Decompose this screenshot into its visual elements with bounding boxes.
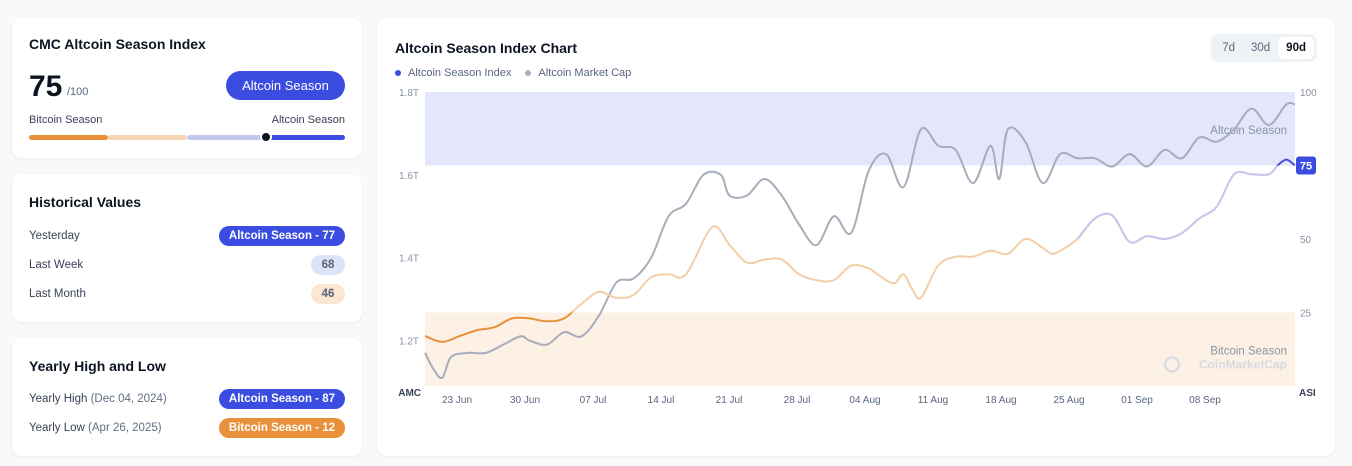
right-axis-title: ASI	[1299, 388, 1316, 399]
x-axis-tick-label: 01 Sep	[1121, 395, 1153, 406]
yearly-row-label: Yearly Low (Apr 26, 2025)	[29, 422, 162, 434]
season-meter	[29, 135, 345, 141]
index-score-max: /100	[67, 86, 89, 98]
left-axis-title: AMC	[398, 388, 421, 399]
yearly-row-high: Yearly High (Dec 04, 2024) Altcoin Seaso…	[29, 388, 345, 410]
right-axis-tick-label: 100	[1300, 88, 1317, 99]
yearly-row-low: Yearly Low (Apr 26, 2025) Bitcoin Season…	[29, 417, 345, 439]
altcoin-season-index-card: CMC Altcoin Season Index 75 /100 Altcoin…	[12, 18, 362, 158]
legend-label: Altcoin Market Cap	[538, 67, 632, 79]
legend-dot-index	[395, 70, 401, 76]
altcoin-season-band	[425, 92, 1295, 166]
coinmarketcap-watermark: CoinMarketCap	[1199, 358, 1287, 372]
current-value-badge	[1296, 156, 1316, 175]
yearly-low-label: Yearly Low	[29, 422, 85, 434]
x-axis-tick-label: 04 Aug	[849, 395, 880, 406]
historical-value-badge: 68	[311, 255, 345, 275]
altcoin-season-chart: Altcoin Season Bitcoin SeasonCoinMarketCa…	[398, 88, 1317, 406]
yearly-high-badge: Altcoin Season - 87	[218, 389, 345, 409]
historical-row-label: Last Month	[29, 288, 86, 300]
legend-label: Altcoin Season Index	[408, 67, 512, 79]
tab-30d[interactable]: 30d	[1250, 42, 1271, 54]
yearly-high-label: Yearly High	[29, 393, 88, 405]
x-axis-tick-label: 21 Jul	[716, 395, 743, 406]
yearly-high-low-card: Yearly High and Low Yearly High (Dec 04,…	[12, 338, 362, 456]
legend-dot-market-cap	[525, 70, 532, 76]
legend-item-index[interactable]: Altcoin Season Index	[395, 67, 511, 79]
season-status-button[interactable]: Altcoin Season	[226, 71, 345, 100]
right-axis-tick-label: 50	[1300, 235, 1312, 246]
bitcoin-season-band-label: Bitcoin Season	[1210, 346, 1287, 358]
meter-segment-bitcoin	[29, 135, 108, 140]
historical-row-last-week: Last Week 68	[29, 254, 345, 276]
series-line-altcoin-market-cap	[424, 101, 1296, 380]
series-line-altcoin-season-index-mid-rising	[1076, 165, 1295, 244]
left-axis-tick-label: 1.2T	[399, 336, 419, 347]
tab-7d[interactable]: 7d	[1222, 42, 1235, 54]
left-axis-tick-label: 1.8T	[399, 88, 419, 99]
historical-value-badge: Altcoin Season - 77	[218, 226, 345, 246]
x-axis-tick-label: 28 Jul	[784, 395, 811, 406]
left-axis-tick-label: 1.4T	[399, 254, 419, 265]
historical-values-card: Historical Values Yesterday Altcoin Seas…	[12, 174, 362, 322]
meter-indicator	[260, 131, 272, 143]
historical-row-last-month: Last Month 46	[29, 283, 345, 305]
x-axis-tick-label: 07 Jul	[580, 395, 607, 406]
chart-title: Altcoin Season Index Chart	[395, 40, 578, 56]
coinmarketcap-logo-icon	[1164, 356, 1180, 373]
bitcoin-season-label: Bitcoin Season	[29, 114, 103, 126]
x-axis-tick-label: 08 Sep	[1189, 395, 1221, 406]
x-axis-tick-label: 14 Jul	[648, 395, 675, 406]
yearly-low-badge: Bitcoin Season - 12	[218, 418, 345, 438]
altcoin-season-label: Altcoin Season	[271, 114, 345, 126]
current-value-badge-text: 75	[1300, 161, 1312, 173]
historical-row-label: Yesterday	[29, 230, 80, 242]
meter-segment-altcoin	[266, 135, 345, 140]
index-card-title: CMC Altcoin Season Index	[29, 36, 206, 52]
legend-item-market-cap[interactable]: Altcoin Market Cap	[525, 67, 631, 79]
chart-legend: Altcoin Season Index Altcoin Market Cap	[395, 67, 631, 79]
historical-row-label: Last Week	[29, 259, 84, 271]
yearly-high-date: (Dec 04, 2024)	[90, 393, 167, 405]
historical-value-badge: 46	[311, 284, 345, 304]
right-axis-tick-label: 25	[1300, 309, 1312, 320]
meter-segment-altcoin-light	[187, 135, 266, 140]
meter-segment-bitcoin-light	[108, 135, 187, 140]
x-axis-tick-label: 23 Jun	[442, 395, 472, 406]
yearly-low-date: (Apr 26, 2025)	[88, 422, 162, 434]
tab-90d[interactable]: 90d	[1278, 37, 1314, 59]
x-axis-tick-label: 30 Jun	[510, 395, 540, 406]
historical-row-yesterday: Yesterday Altcoin Season - 77	[29, 225, 345, 247]
x-axis-tick-label: 11 Aug	[918, 395, 948, 406]
index-score: 75	[29, 70, 63, 103]
yearly-title: Yearly High and Low	[29, 358, 166, 374]
time-range-tabs: 7d 30d 90d	[1211, 34, 1317, 62]
left-axis-tick-label: 1.6T	[399, 171, 419, 182]
bitcoin-season-band	[425, 312, 1295, 386]
altcoin-season-chart-card: Altcoin Season Bitcoin Season CoinMarketCa…	[377, 18, 1335, 456]
x-axis-tick-label: 18 Aug	[985, 395, 1016, 406]
x-axis-tick-label: 25 Aug	[1053, 395, 1084, 406]
yearly-row-label: Yearly High (Dec 04, 2024)	[29, 393, 167, 405]
altcoin-season-band-label: Altcoin Season	[1210, 125, 1287, 137]
historical-values-title: Historical Values	[29, 194, 142, 210]
